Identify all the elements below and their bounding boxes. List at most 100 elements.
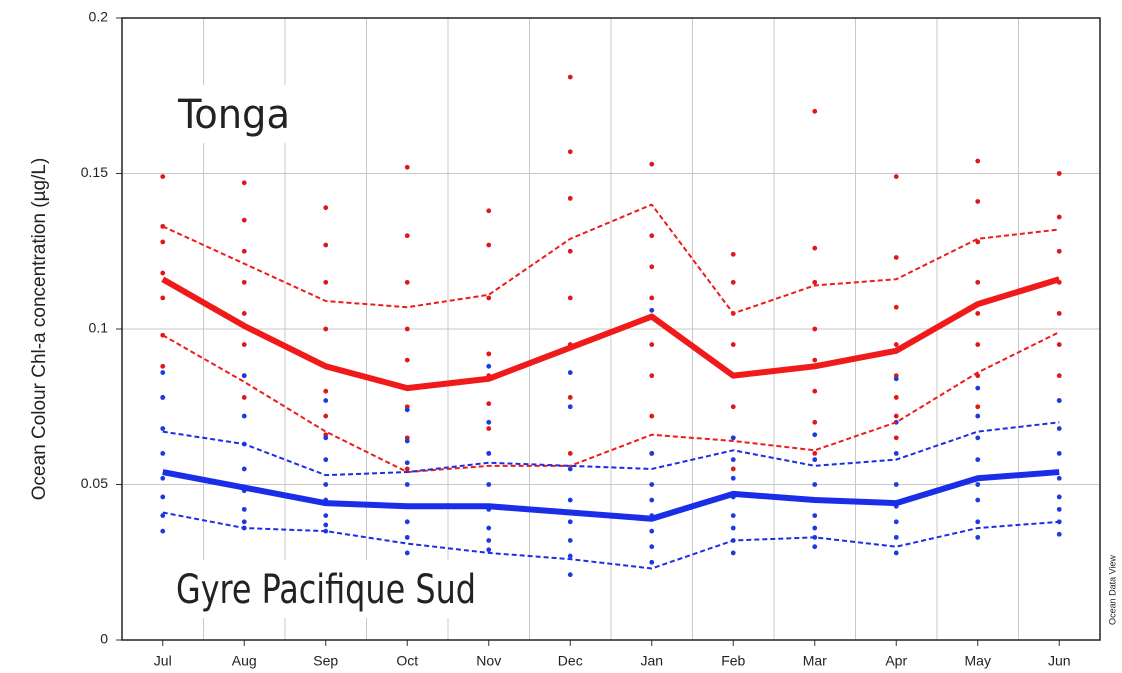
data-dot [730, 279, 736, 285]
data-dot [730, 457, 736, 463]
data-dot [975, 404, 981, 410]
data-dot [567, 295, 573, 301]
data-dot [975, 413, 981, 419]
band-line [162, 331, 1060, 474]
data-dot [730, 475, 736, 481]
data-dot [160, 239, 166, 245]
data-dot [404, 482, 410, 487]
mean-line [161, 276, 1061, 392]
data-dot [241, 519, 247, 525]
data-dot [486, 401, 492, 407]
data-dot [404, 164, 410, 170]
data-dot [486, 482, 492, 487]
data-dot [1056, 506, 1062, 512]
data-dot [323, 326, 329, 332]
data-dot [649, 528, 655, 534]
data-dot [486, 295, 492, 301]
data-dot [486, 363, 492, 369]
side-note: Ocean Data View [1107, 555, 1117, 625]
data-dot [486, 419, 492, 425]
data-dot [567, 497, 573, 503]
data-dot [730, 342, 736, 347]
data-dot [1056, 248, 1062, 254]
data-dot [567, 466, 573, 472]
data-dot [404, 460, 410, 466]
data-dot [567, 195, 573, 201]
data-dot [812, 326, 818, 332]
x-tick-label: Apr [885, 653, 907, 669]
data-dot [567, 451, 573, 456]
annotation: Tonga [177, 92, 290, 138]
data-dot [649, 544, 655, 550]
data-dot [160, 295, 166, 301]
data-dot [567, 395, 573, 400]
data-dot [975, 497, 981, 503]
data-dot [812, 388, 818, 394]
data-dot [975, 534, 981, 540]
x-tick-label: Feb [721, 653, 745, 669]
data-dot [1056, 342, 1062, 347]
data-dot [404, 550, 410, 556]
data-dot [404, 534, 410, 540]
data-dot [649, 307, 655, 313]
data-dot [730, 251, 736, 257]
y-tick-label: 0.15 [81, 164, 108, 180]
data-dot [160, 395, 166, 400]
data-dot [975, 482, 981, 487]
data-dot [567, 248, 573, 254]
x-tick-label: Jun [1048, 653, 1071, 669]
data-dot [404, 407, 410, 413]
data-dot [730, 466, 736, 472]
data-dot [893, 342, 899, 347]
data-dot [893, 255, 899, 260]
data-dot [649, 413, 655, 419]
data-dot [1056, 398, 1062, 403]
data-dot [730, 550, 736, 556]
data-dot [649, 451, 655, 456]
data-dot [241, 466, 247, 472]
data-dot [730, 513, 736, 518]
data-dot [812, 245, 818, 251]
data-dot [1056, 519, 1062, 525]
x-tick-label: Sep [313, 653, 338, 669]
data-dot [975, 199, 981, 204]
data-dot [975, 239, 981, 245]
data-dot [323, 413, 329, 419]
x-tick-label: Dec [558, 653, 583, 669]
y-tick-label: 0.1 [89, 320, 109, 336]
data-dot [649, 295, 655, 301]
data-dot [567, 553, 573, 559]
data-dot [486, 547, 492, 553]
data-dot [241, 311, 247, 316]
data-dot [404, 466, 410, 472]
y-tick-label: 0.2 [89, 9, 109, 25]
data-dot [323, 242, 329, 248]
data-dot [567, 370, 573, 375]
data-dot [160, 475, 166, 481]
data-dot [1056, 171, 1062, 176]
data-dot [812, 419, 818, 425]
data-dot [893, 519, 899, 525]
data-dot [323, 457, 329, 463]
data-dot [323, 398, 329, 403]
data-dot [812, 451, 818, 456]
data-dot [649, 342, 655, 347]
data-dot [241, 217, 247, 223]
data-dot [730, 435, 736, 441]
data-dot [1056, 311, 1062, 316]
x-tick-label: May [965, 653, 991, 669]
data-dot [975, 519, 981, 525]
data-dot [975, 457, 981, 463]
data-dot [975, 311, 981, 316]
data-dot [812, 457, 818, 463]
data-dot [812, 525, 818, 531]
data-dot [812, 513, 818, 518]
plot-frame [121, 17, 1101, 641]
data-dot [893, 395, 899, 400]
data-dot [567, 404, 573, 410]
data-dot [241, 342, 247, 347]
data-dot [730, 404, 736, 410]
data-dot [323, 522, 329, 528]
data-dot [1056, 494, 1062, 500]
